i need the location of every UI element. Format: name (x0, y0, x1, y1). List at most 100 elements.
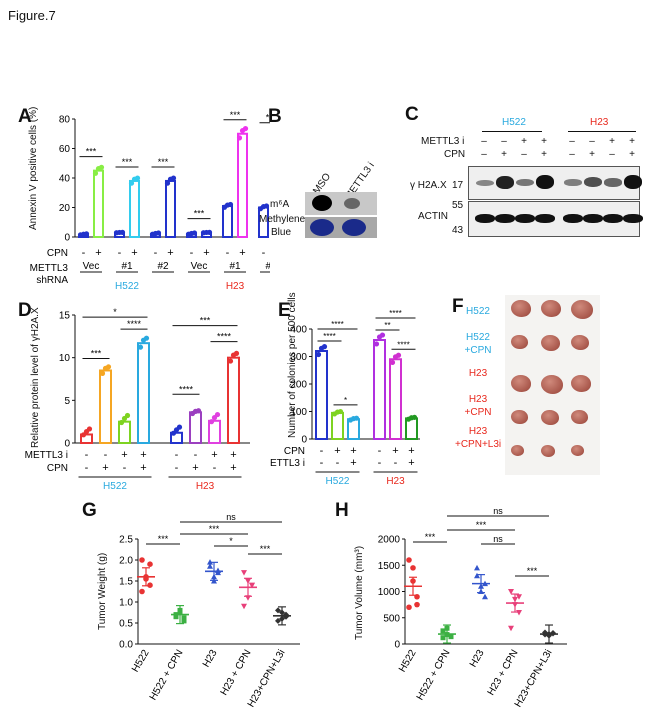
shrna-row-label-2: shRNA (36, 275, 68, 286)
sig-label: ** (384, 321, 390, 330)
mettl3i-sign: - (194, 449, 198, 461)
data-point (395, 352, 402, 358)
sig-label: *** (425, 532, 436, 542)
y-tick-label: 1000 (378, 587, 401, 598)
tumor-row-label: H23 (455, 367, 501, 380)
tumor-row-line-1: H522 (466, 332, 490, 343)
panel-c-blot2-mw-top: 55 (452, 200, 464, 211)
panel-b-row-m6a: m⁶A (270, 199, 290, 210)
data-point (155, 230, 162, 236)
bar (227, 356, 240, 445)
actin-blot (468, 201, 643, 237)
actin-band (583, 214, 603, 223)
data-point (315, 351, 322, 358)
bar (80, 433, 93, 444)
mettl3i-sign: - (104, 449, 108, 461)
panel-b-row-mb-2: Blue (271, 227, 292, 238)
data-point (139, 557, 145, 563)
x-tick-label: H522 (130, 648, 152, 675)
panel-c-h23-line (568, 131, 636, 132)
tumor-row-line-2: +CPN+L3i (455, 439, 502, 450)
mettl3i-sign: + (609, 136, 615, 147)
cpn-sign: + (239, 247, 245, 259)
panel-b-row-mb-1: Methylene (259, 214, 306, 225)
y-tick-label: 300 (290, 352, 307, 363)
cpn-sign: - (175, 462, 179, 474)
data-point (508, 589, 514, 595)
cpn-row-label: CPN (47, 248, 68, 259)
sig-label: *** (194, 209, 205, 219)
data-point (143, 335, 150, 341)
cpn-sign: - (320, 445, 324, 457)
cpn-sign: + (167, 247, 173, 259)
data-point (389, 359, 396, 366)
sig-label: **** (331, 320, 343, 329)
cpn-sign: - (213, 462, 217, 474)
tumor-row-line-1: H23 (468, 368, 488, 379)
data-point (474, 564, 480, 571)
x-tick-label: H23 + CPN (219, 648, 254, 698)
data-point (118, 419, 125, 426)
gamma-h2ax-band (584, 177, 602, 188)
data-point (124, 412, 131, 419)
mettl3i-sign: – (481, 136, 487, 147)
panel-d-label: D (18, 300, 32, 321)
mettl3i-sign: – (501, 136, 507, 147)
data-point (516, 594, 522, 600)
mettl3i-row-label: METTL3 i (25, 450, 68, 461)
data-point (448, 634, 454, 640)
cpn-sign: - (226, 247, 230, 259)
data-point (275, 617, 281, 624)
mettl3i-sign: - (378, 457, 382, 469)
data-point (263, 203, 270, 209)
bar (208, 419, 221, 444)
data-point (134, 175, 141, 181)
bar (315, 350, 328, 440)
cpn-sign: + (203, 247, 209, 259)
mettl3i-sign: - (175, 449, 179, 461)
cpn-sign: - (378, 445, 382, 457)
x-tick-label: H522 + CPN (415, 648, 453, 702)
cpn-sign: + (501, 149, 507, 160)
gamma-h2ax-blot (468, 166, 642, 200)
data-point (191, 230, 198, 236)
data-point (170, 175, 177, 181)
mettl3i-sign: – (589, 136, 595, 147)
sig-label: *** (122, 157, 133, 167)
bar (189, 411, 202, 444)
bar (129, 179, 140, 238)
cell-line-h23: H23 (226, 281, 245, 290)
y-tick-label: 10 (59, 353, 71, 364)
panel-c-label: C (405, 104, 419, 125)
cell-line-h23: H23 (196, 481, 215, 492)
panel-c-blot2-label: ACTIN (418, 211, 448, 222)
gamma-h2ax-band (476, 179, 494, 186)
y-tick-label: 1500 (378, 561, 401, 572)
sig-label: *** (91, 348, 102, 358)
x-tick-label: H23+CPN+L3i (513, 648, 555, 709)
data-point (233, 350, 240, 356)
data-point (241, 603, 247, 610)
shrna-row-label-1: METTL3 (30, 263, 69, 274)
sig-label: **** (179, 384, 194, 394)
data-point (105, 364, 112, 370)
figure-title: Figure.7 (8, 8, 56, 23)
data-point (373, 341, 380, 347)
data-point (119, 229, 126, 235)
tumor (571, 445, 584, 457)
sig-label: *** (266, 113, 270, 123)
data-point (227, 201, 234, 208)
cpn-sign: + (131, 247, 137, 259)
y-tick-label: 40 (59, 174, 71, 185)
cpn-row-label: CPN (284, 446, 305, 457)
data-point (170, 430, 177, 436)
data-point (98, 164, 105, 170)
data-point (406, 604, 412, 611)
tumor-row-label: H23 +CPN (455, 393, 501, 419)
sig-label: *** (527, 566, 538, 576)
y-tick-label: 5 (64, 396, 70, 407)
mettl3i-sign: + (629, 136, 635, 147)
data-point (181, 618, 187, 624)
cpn-sign: + (629, 149, 635, 160)
